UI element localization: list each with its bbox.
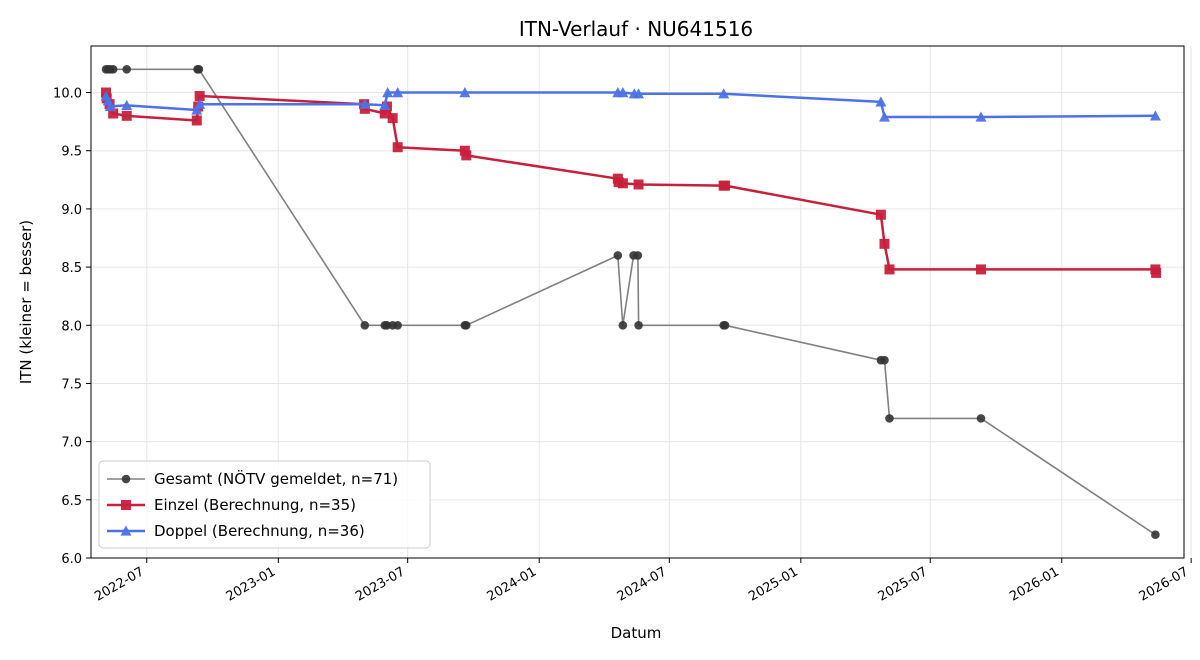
series-line xyxy=(104,91,1156,119)
y-tick-label: 8.5 xyxy=(61,261,82,276)
series-layer xyxy=(100,64,1162,540)
plot-frame xyxy=(90,45,1185,559)
data-point xyxy=(121,99,133,111)
data-point xyxy=(634,320,643,330)
data-point xyxy=(461,320,471,330)
data-point xyxy=(461,150,472,161)
data-point xyxy=(108,108,119,119)
y-tick-label: 8.0 xyxy=(61,319,82,334)
data-point xyxy=(1149,110,1161,121)
data-point xyxy=(393,320,402,330)
data-point xyxy=(121,110,132,121)
data-point xyxy=(633,251,643,260)
y-tick-label: 7.0 xyxy=(61,436,82,451)
series-triangle xyxy=(100,87,1161,122)
data-point xyxy=(1151,267,1162,278)
data-point xyxy=(884,264,895,275)
data-point xyxy=(379,99,391,111)
data-point xyxy=(392,142,403,153)
data-point xyxy=(1151,530,1160,540)
data-point xyxy=(360,320,370,330)
x-tick-label: 2024-07 xyxy=(615,564,670,604)
x-tick-label: 2023-07 xyxy=(353,564,408,604)
legend-marker xyxy=(121,500,131,510)
data-point xyxy=(387,113,398,124)
data-point xyxy=(191,104,203,115)
data-point xyxy=(633,88,645,99)
series-circle xyxy=(101,64,1160,540)
data-point xyxy=(122,64,132,74)
legend-item: Doppel (Berechnung, n=36) xyxy=(107,522,365,540)
y-axis-title: ITN (kleiner = besser) xyxy=(17,220,35,384)
data-point xyxy=(618,320,628,330)
legend-item: Gesamt (NÖTV gemeldet, n=71) xyxy=(107,469,398,488)
legend-marker xyxy=(120,525,132,536)
data-point xyxy=(459,87,471,98)
data-point xyxy=(885,414,894,423)
data-point xyxy=(359,98,371,109)
data-point xyxy=(976,414,986,423)
x-tick-label: 2025-07 xyxy=(876,564,931,604)
x-tick-label: 2026-01 xyxy=(1007,564,1062,604)
data-point xyxy=(975,264,986,275)
data-point xyxy=(875,96,887,107)
x-axis-title: Datum xyxy=(611,624,662,642)
data-point xyxy=(879,238,890,249)
legend-label: Einzel (Berechnung, n=35) xyxy=(154,496,356,514)
data-point xyxy=(720,180,731,191)
series-line xyxy=(104,92,1158,274)
y-tick-label: 6.5 xyxy=(61,494,82,509)
x-tick-label: 2026-07 xyxy=(1137,564,1192,604)
data-point xyxy=(617,87,629,98)
data-point xyxy=(617,178,628,189)
data-point xyxy=(880,355,889,365)
legend-box xyxy=(98,460,431,549)
y-tick-label: 9.0 xyxy=(61,203,82,218)
data-point xyxy=(194,91,205,102)
x-tick-label: 2023-01 xyxy=(224,564,279,604)
data-point xyxy=(191,115,202,126)
data-point xyxy=(392,87,404,98)
chart-title: ITN-Verlauf · NU641516 xyxy=(519,17,753,41)
legend-label: Doppel (Berechnung, n=36) xyxy=(154,522,365,540)
data-point xyxy=(720,320,730,330)
data-point xyxy=(194,64,204,74)
legend-label: Gesamt (NÖTV gemeldet, n=71) xyxy=(154,469,398,488)
data-point xyxy=(875,209,886,220)
data-point xyxy=(382,87,394,98)
x-tick-label: 2022-07 xyxy=(92,564,147,604)
legend-marker xyxy=(121,474,131,484)
data-point xyxy=(108,64,118,74)
data-point xyxy=(633,179,644,190)
data-point xyxy=(104,101,116,112)
data-point xyxy=(613,251,623,260)
y-tick-label: 7.5 xyxy=(61,377,82,392)
x-tick-label: 2025-01 xyxy=(746,564,801,604)
data-point xyxy=(194,98,206,109)
data-point xyxy=(975,111,987,122)
data-point xyxy=(878,111,890,122)
data-point xyxy=(718,88,730,99)
y-tick-label: 9.5 xyxy=(61,145,82,160)
y-tick-label: 10.0 xyxy=(53,87,82,102)
x-tick-label: 2024-01 xyxy=(485,564,540,604)
legend-item: Einzel (Berechnung, n=35) xyxy=(107,496,356,514)
y-tick-label: 6.0 xyxy=(61,552,82,567)
data-point xyxy=(379,108,390,119)
legend: Gesamt (NÖTV gemeldet, n=71) Einzel (Bere… xyxy=(98,460,431,549)
